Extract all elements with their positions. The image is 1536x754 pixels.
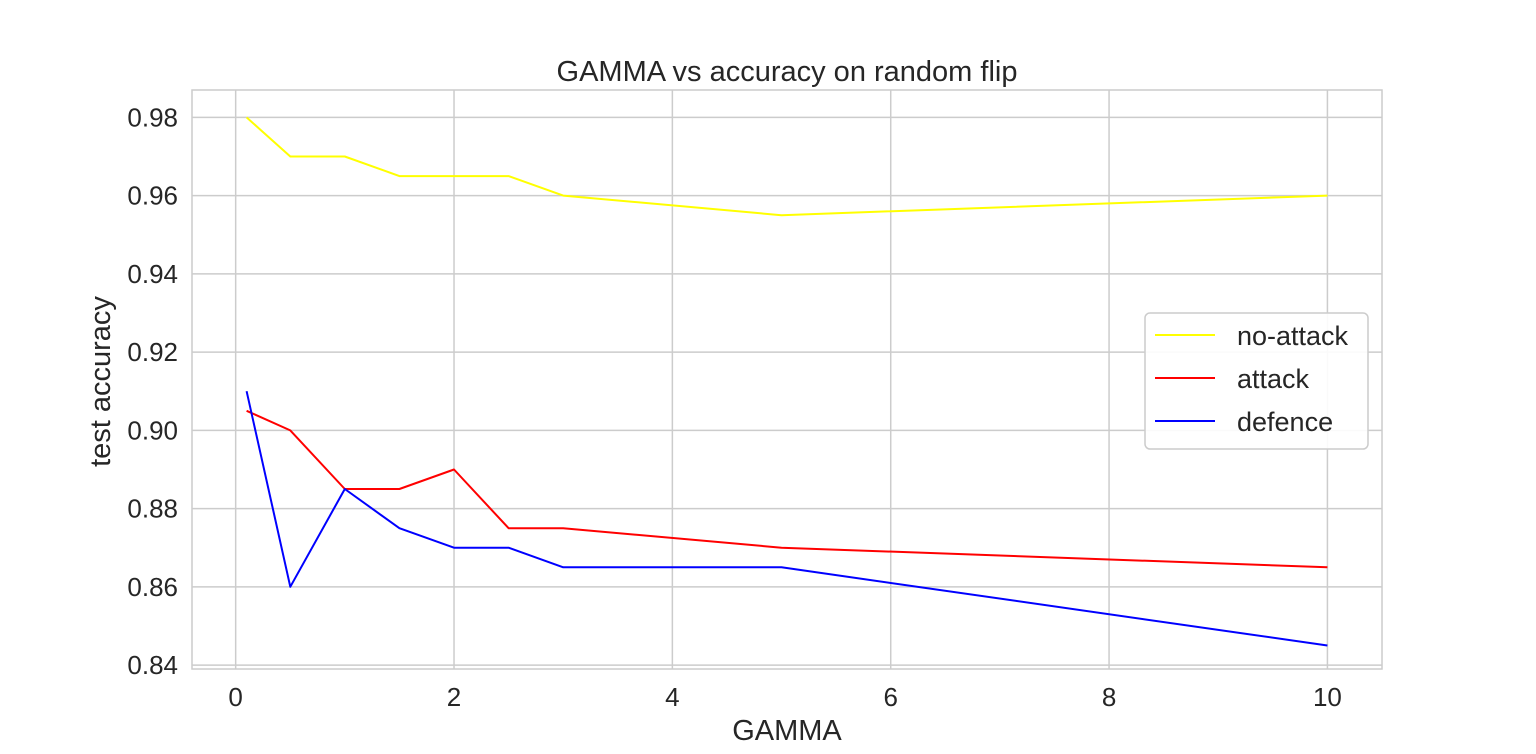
legend-label: no-attack <box>1237 321 1349 351</box>
y-tick-label: 0.94 <box>127 259 178 289</box>
y-tick-label: 0.92 <box>127 337 178 367</box>
y-tick-label: 0.88 <box>127 494 178 524</box>
y-tick-label: 0.96 <box>127 181 178 211</box>
y-axis-title: test accuracy <box>85 296 117 467</box>
y-tick-label: 0.98 <box>127 102 178 132</box>
series-line-defence <box>245 390 1328 647</box>
x-tick-label: 8 <box>1102 682 1116 712</box>
y-tick-label: 0.86 <box>127 572 178 602</box>
legend-label: attack <box>1237 364 1310 394</box>
x-tick-label: 4 <box>665 682 679 712</box>
y-tick-label: 0.84 <box>127 650 178 680</box>
chart-title: GAMMA vs accuracy on random flip <box>557 56 1018 88</box>
x-tick-label: 6 <box>883 682 897 712</box>
x-tick-label: 2 <box>447 682 461 712</box>
y-tick-labels: 0.84 0.86 0.88 0.90 0.92 0.94 0.96 0.98 <box>127 102 178 680</box>
legend-box <box>1144 312 1369 450</box>
x-axis-title: GAMMA <box>732 715 842 747</box>
x-tick-label: 10 <box>1313 682 1342 712</box>
series-line-attack <box>246 409 1328 569</box>
y-tick-label: 0.90 <box>127 415 178 445</box>
grid-lines <box>192 90 1382 669</box>
series-line-no-attack <box>245 116 1328 217</box>
x-tick-labels: 0 2 4 6 8 10 <box>228 682 1341 712</box>
x-tick-label: 0 <box>228 682 242 712</box>
legend: no-attack attack defence <box>1144 312 1369 450</box>
legend-label: defence <box>1237 407 1333 437</box>
series-lines <box>245 116 1328 647</box>
